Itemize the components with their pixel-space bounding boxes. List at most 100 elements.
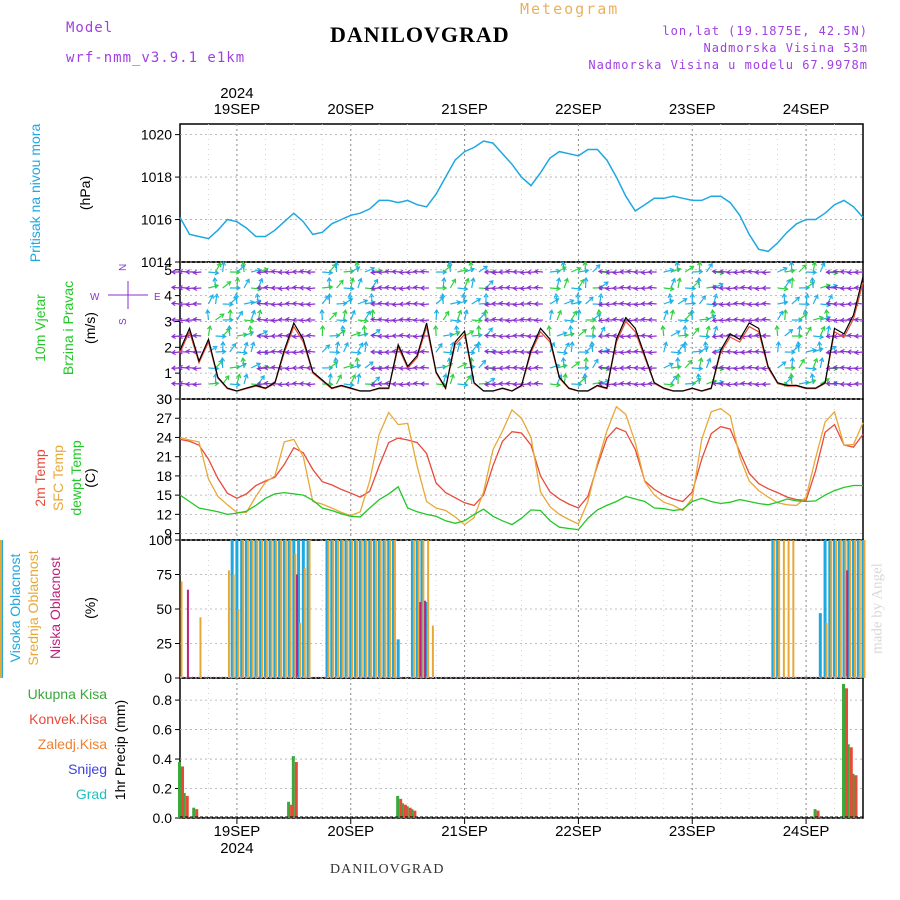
wind-arrowhead bbox=[725, 269, 731, 276]
wind-arrowhead bbox=[483, 285, 489, 292]
wind-arrow bbox=[363, 325, 366, 337]
wind-arrow bbox=[820, 284, 831, 289]
wind-arrow bbox=[442, 374, 447, 385]
top-day-label: 23SEP bbox=[669, 101, 716, 118]
wind-arrowhead bbox=[689, 292, 696, 298]
wind-arrowhead bbox=[832, 301, 838, 307]
wind-arrowhead bbox=[488, 327, 493, 333]
wind-arrow bbox=[464, 278, 469, 289]
wind-arrow bbox=[236, 374, 241, 385]
wind-arrowhead bbox=[170, 269, 176, 275]
wind-arrow bbox=[336, 280, 344, 289]
wind-arrow bbox=[592, 359, 599, 369]
wind-arrowhead bbox=[619, 269, 625, 275]
wind-arrow bbox=[648, 351, 657, 354]
wind-arrow bbox=[350, 374, 356, 385]
cloud-bar bbox=[792, 540, 795, 678]
wind-arrow bbox=[699, 335, 710, 338]
wind-arrowhead bbox=[597, 348, 603, 355]
wind-arrowhead bbox=[354, 260, 360, 266]
cloud-bar bbox=[837, 540, 841, 678]
wind-arrow bbox=[556, 278, 560, 289]
cloud-bar bbox=[833, 540, 837, 678]
wind-arrowhead bbox=[647, 381, 653, 387]
precip-bar bbox=[291, 756, 295, 818]
wind-arrowhead bbox=[687, 359, 693, 365]
cloud-bar bbox=[377, 540, 381, 678]
wind-arrow bbox=[420, 270, 430, 273]
wind-arrowhead bbox=[398, 332, 404, 339]
wind-arrowhead bbox=[711, 349, 717, 355]
cloud-bar bbox=[301, 540, 305, 678]
wind-arrowhead bbox=[306, 381, 311, 388]
cloud-bar bbox=[374, 540, 377, 678]
wind-arrowhead bbox=[853, 365, 859, 372]
wind-arrowhead bbox=[405, 300, 411, 307]
wind-arrowhead bbox=[260, 374, 265, 380]
wind-arrowhead bbox=[240, 356, 246, 362]
wind-arrowhead bbox=[512, 365, 518, 371]
wind-arrowhead bbox=[853, 381, 859, 387]
wind-arrowhead bbox=[732, 269, 738, 276]
cloud-bar bbox=[180, 581, 183, 678]
wind-arrow bbox=[605, 350, 615, 353]
cloud-bar bbox=[284, 540, 287, 678]
wind-arrowhead bbox=[575, 361, 581, 366]
wind-arrowhead bbox=[419, 348, 425, 355]
wind-arrowhead bbox=[326, 276, 332, 282]
cloud-bar bbox=[282, 540, 286, 678]
wind-arrow bbox=[534, 286, 543, 289]
wind-arrowhead bbox=[761, 269, 767, 276]
wind-arrowhead bbox=[597, 301, 603, 308]
wind-arrowhead bbox=[298, 301, 304, 307]
wind-arrowhead bbox=[256, 333, 262, 339]
wind-arrowhead bbox=[342, 309, 348, 315]
wind-arrow bbox=[250, 363, 261, 369]
wind-arrowhead bbox=[747, 333, 753, 339]
wind-arrowhead bbox=[740, 317, 745, 323]
cloud-bar bbox=[232, 574, 235, 678]
wind-arrowhead bbox=[334, 341, 341, 347]
wind-arrowhead bbox=[412, 269, 418, 275]
wind-arrow bbox=[371, 287, 380, 290]
wind-arrowhead bbox=[375, 376, 381, 382]
wind-arrow bbox=[833, 382, 842, 385]
wind-arrowhead bbox=[256, 362, 262, 368]
wind-arrowhead bbox=[512, 381, 518, 387]
cloud-bar bbox=[396, 639, 400, 678]
wind-arrowhead bbox=[291, 284, 297, 291]
wind-arrow bbox=[214, 277, 217, 289]
wind-arrow bbox=[215, 262, 221, 273]
wind-arrowhead bbox=[270, 268, 276, 275]
wind-arrowhead bbox=[491, 269, 497, 276]
y-tick-label: 21 bbox=[156, 449, 172, 465]
wind-arrow bbox=[797, 341, 800, 353]
wind-arrowhead bbox=[185, 348, 191, 355]
wind-arrowhead bbox=[846, 285, 852, 292]
compass-s: S bbox=[118, 318, 129, 325]
wind-arrow bbox=[464, 366, 475, 369]
wind-arrow bbox=[292, 351, 301, 354]
wind-arrowhead bbox=[483, 301, 489, 308]
wind-arrowhead bbox=[464, 277, 470, 283]
cloud-bar bbox=[387, 540, 391, 678]
wind-arrowhead bbox=[284, 285, 290, 291]
wind-arrowhead bbox=[747, 301, 753, 308]
wind-arrowhead bbox=[595, 264, 601, 269]
wind-arrow bbox=[762, 302, 771, 305]
y-tick-label: 25 bbox=[156, 636, 172, 652]
footer-station: DANILOVGRAD bbox=[330, 862, 445, 877]
wind-arrowhead bbox=[505, 364, 511, 371]
wind-arrowhead bbox=[328, 365, 334, 371]
wind-arrow bbox=[193, 287, 202, 290]
wind-arrowhead bbox=[512, 269, 518, 275]
precip-bar bbox=[851, 773, 855, 818]
wind-arrow bbox=[777, 311, 784, 321]
bottom-year-label: 2024 bbox=[220, 840, 253, 857]
wind-arrowhead bbox=[512, 301, 518, 308]
wind-arrowhead bbox=[498, 333, 504, 340]
wind-arrowhead bbox=[347, 292, 353, 298]
wind-arrowhead bbox=[832, 349, 838, 355]
wind-arrow bbox=[243, 279, 250, 289]
wind-arrowhead bbox=[192, 316, 198, 323]
